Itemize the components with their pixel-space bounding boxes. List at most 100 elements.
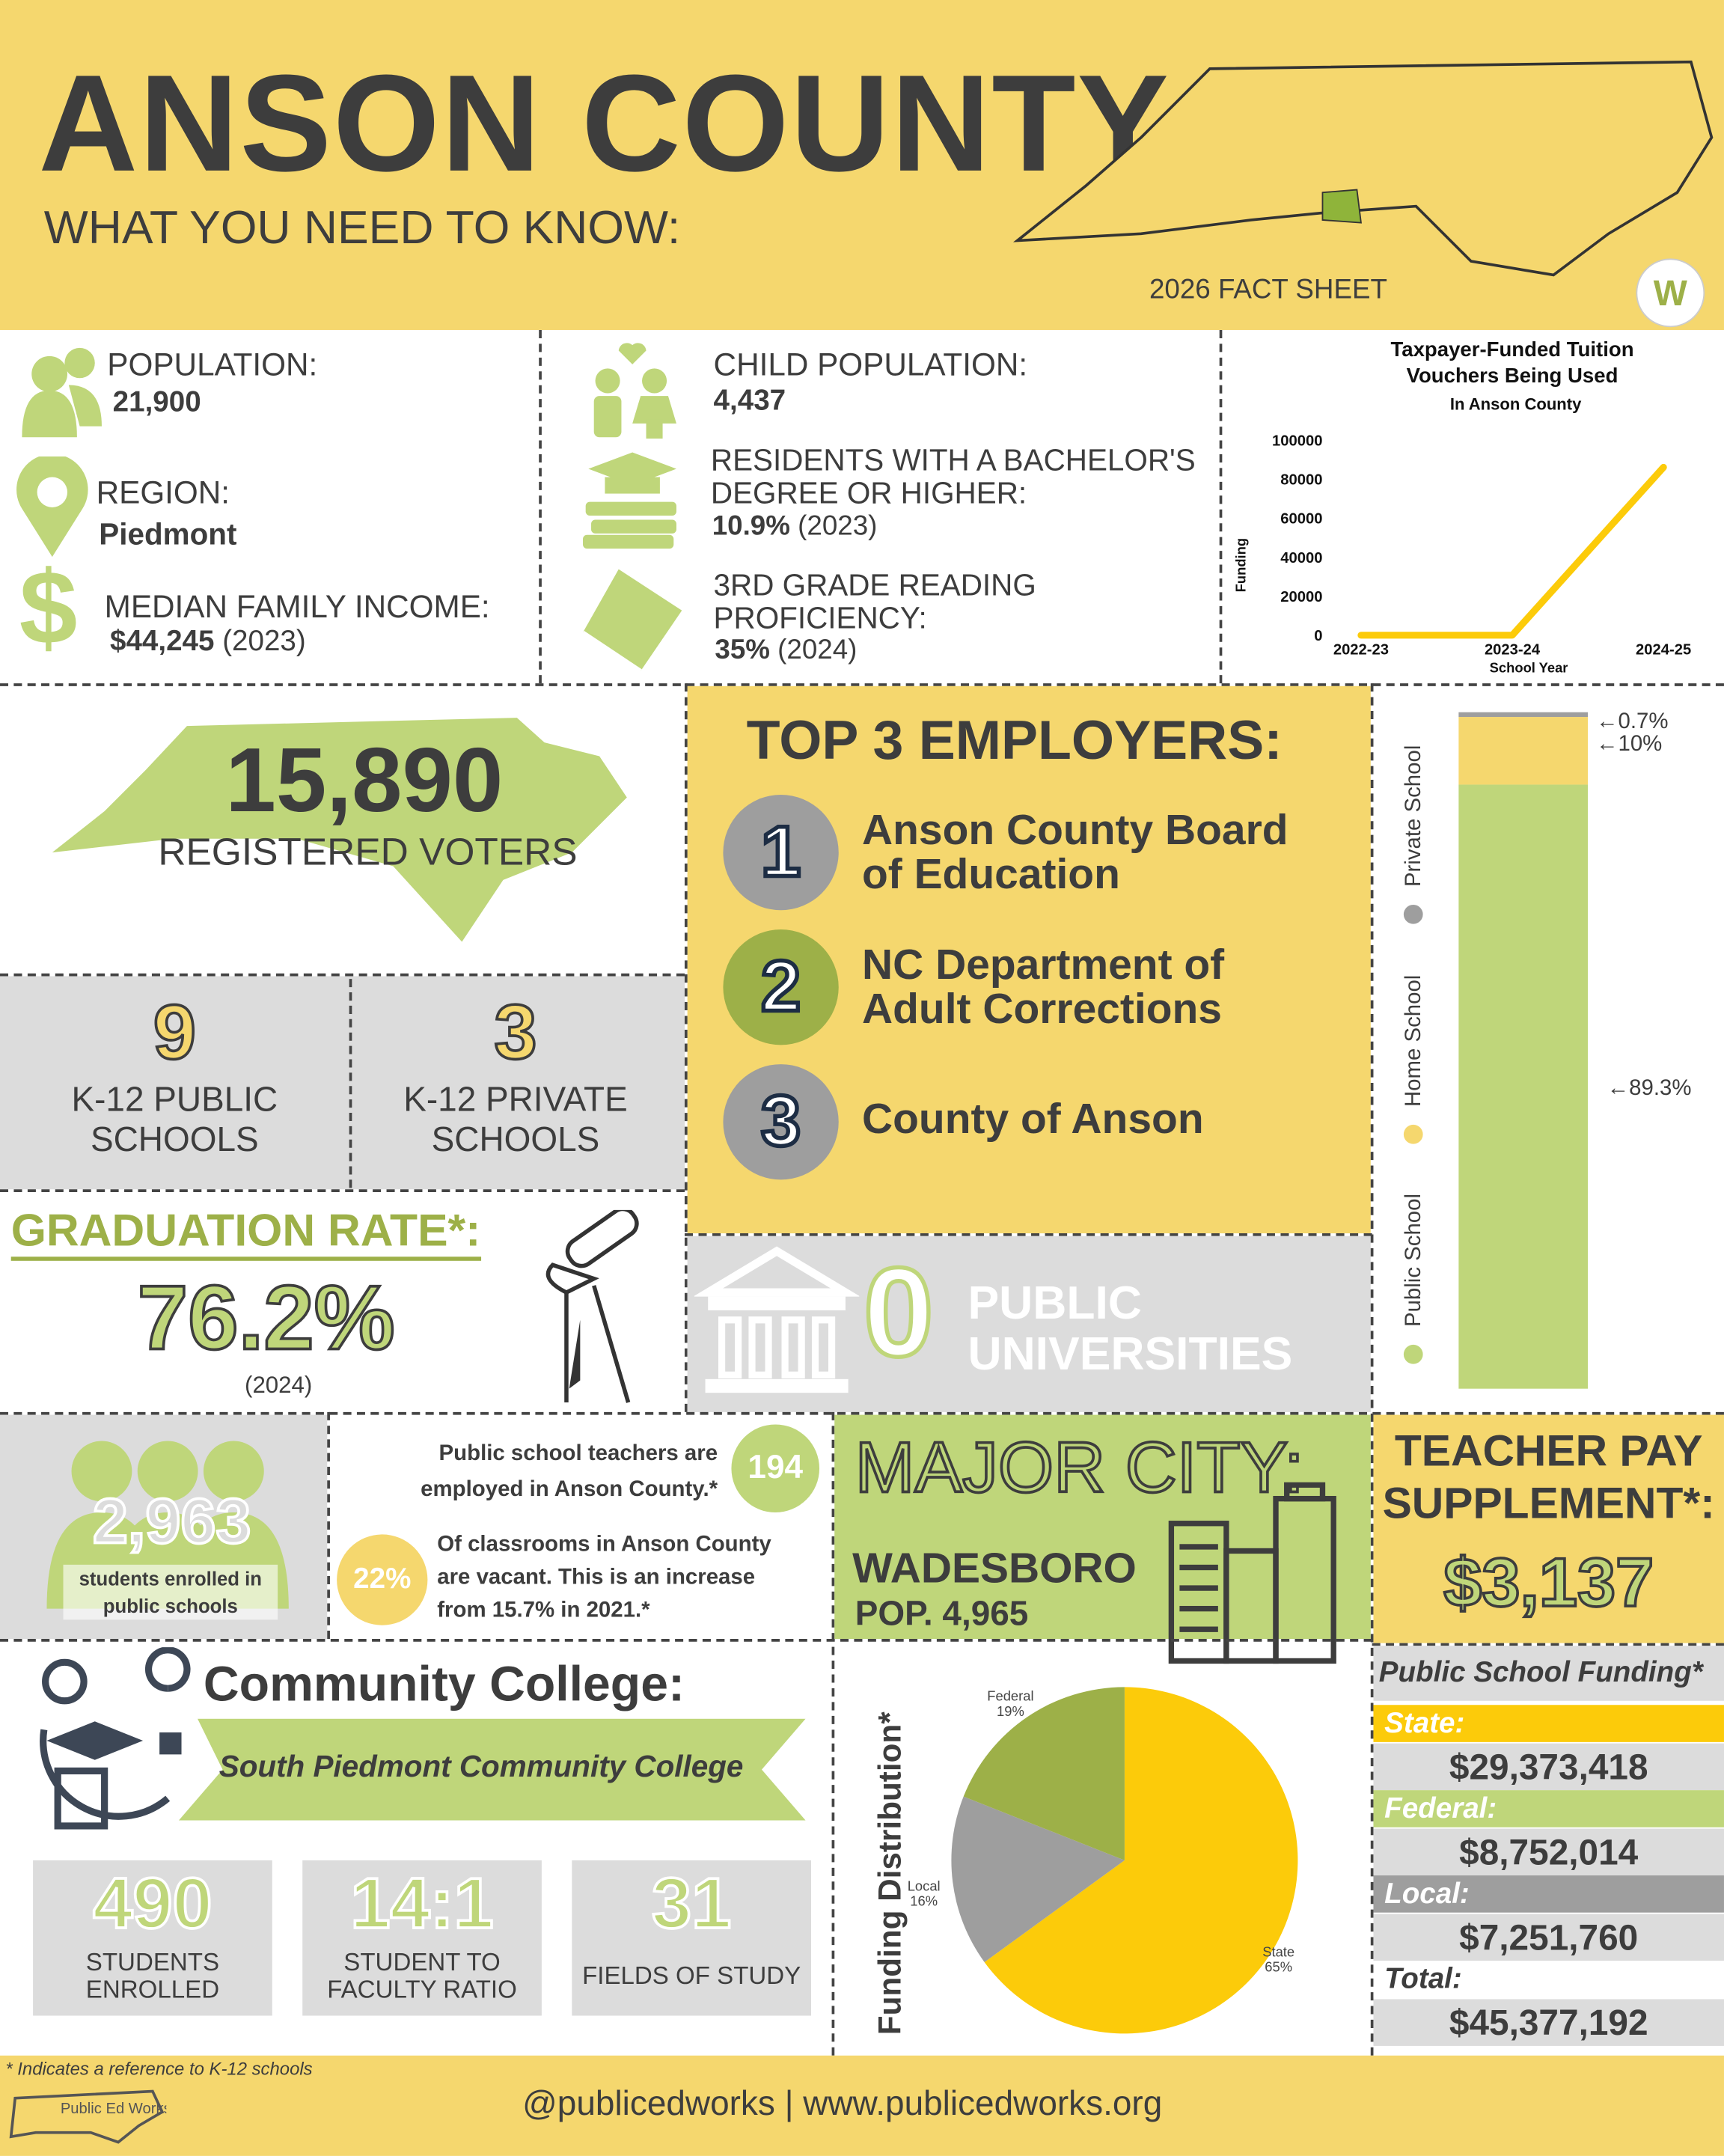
teachers-text-line: Public school teachers are (337, 1437, 718, 1473)
income-value: $44,245 (110, 626, 214, 657)
reading-value: 35% (715, 635, 770, 665)
universities-count: 0 (863, 1245, 934, 1384)
private-schools-stat: 3 K-12 PRIVATE SCHOOLS (343, 990, 687, 1161)
teacher-pay-label-line: TEACHER PAY (1373, 1424, 1724, 1476)
pie-title: Funding Distribution* (872, 1678, 909, 2036)
legend-swatch (1404, 1125, 1423, 1144)
page-title: ANSON COUNTY (38, 55, 1170, 192)
nc-map-icon (1003, 55, 1718, 288)
funding-title: Public School Funding* (1379, 1655, 1703, 1691)
college-title: Community College: (204, 1655, 685, 1713)
population-value: 21,900 (113, 386, 201, 419)
x-tick-label: 2024-25 (1636, 642, 1691, 659)
employer-name-line: of Education (862, 852, 1289, 897)
book-icon (578, 564, 688, 677)
bachelor-value: 10.9% (712, 511, 790, 541)
y-axis-label: Funding (1233, 538, 1249, 592)
y-tick-label: 40000 (1280, 550, 1322, 567)
vacant-text-line: from 15.7% in 2021.* (437, 1595, 771, 1628)
income-label: MEDIAN FAMILY INCOME: (105, 588, 490, 626)
university-building-icon (694, 1245, 859, 1399)
y-tick-label: 100000 (1272, 433, 1322, 449)
legend-swatch (1404, 1345, 1423, 1364)
publicedworks-logo: Public Ed Works (8, 2084, 166, 2146)
income-year: (2023) (222, 626, 306, 657)
svg-text:Public Ed Works: Public Ed Works (61, 2101, 166, 2117)
page-subtitle: WHAT YOU NEED TO KNOW: (44, 204, 680, 255)
graduation-books-icon (578, 447, 685, 550)
employer-name-line: NC Department of (862, 943, 1224, 987)
legend-label: Home School (1401, 975, 1425, 1107)
city-population: POP. 4,965 (855, 1595, 1029, 1633)
logo-icon: W (1636, 258, 1705, 327)
child-population-value: 4,437 (714, 385, 786, 418)
funding-state-amount: $29,373,418 (1373, 1744, 1724, 1790)
region-label: REGION: (97, 474, 230, 512)
city-name: WADESBORO (852, 1545, 1137, 1592)
region-value: Piedmont (99, 517, 236, 553)
college-stat-card: 14:1 STUDENT TO FACULTY RATIO (302, 1860, 542, 2016)
employer-name-line: County of Anson (862, 1097, 1204, 1141)
legend-label: Public School (1401, 1194, 1425, 1327)
stacked-bar-label: ←89.3% (1607, 1075, 1692, 1100)
pie-label: Federal (987, 1688, 1033, 1704)
reading-label-line: PROFICIENCY: (714, 602, 1036, 635)
college-stat-value: 31 (572, 1860, 811, 1949)
footnote: * Indicates a reference to K-12 schools (5, 2058, 312, 2079)
funding-total-label: Total: (1373, 1961, 1724, 1998)
pie-value-label: 19% (997, 1703, 1024, 1719)
stacked-bar-segment (1458, 717, 1588, 784)
college-stat-label: FIELDS OF STUDY (572, 1962, 811, 1990)
college-stat-value: 490 (33, 1860, 272, 1949)
y-tick-label: 60000 (1280, 511, 1322, 528)
students-count: 2,963 (55, 1485, 288, 1557)
college-stat-value: 14:1 (302, 1860, 542, 1949)
private-schools-label: SCHOOLS (343, 1120, 687, 1160)
college-icon (16, 1647, 195, 1833)
child-population-label: CHILD POPULATION: (714, 346, 1028, 384)
stacked-bar-segment (1458, 712, 1588, 717)
legend-label: Private School (1401, 745, 1425, 887)
reading-year: (2024) (777, 635, 857, 665)
x-axis-label: School Year (1490, 659, 1568, 675)
students-label-line: public schools (64, 1592, 278, 1620)
reading-label-line: 3RD GRADE READING (714, 569, 1036, 602)
voucher-chart-subtitle: In Anson County (1375, 394, 1657, 414)
y-tick-label: 0 (1314, 628, 1322, 644)
college-stat-label: STUDENTS (33, 1948, 272, 1976)
college-stat-label: FACULTY RATIO (302, 1976, 542, 2003)
employer-name-line: Adult Corrections (862, 987, 1224, 1031)
pie-label: Local (908, 1878, 941, 1893)
teachers-count-badge: 194 (731, 1424, 819, 1512)
private-schools-count: 3 (343, 990, 687, 1075)
pie-label: State (1262, 1943, 1294, 1959)
employers-title: TOP 3 EMPLOYERS: (747, 709, 1283, 773)
graduation-year: (2024) (245, 1372, 312, 1400)
footer-contact[interactable]: @publicedworks | www.publicedworks.org (522, 2084, 1162, 2124)
header: ANSON COUNTY WHAT YOU NEED TO KNOW: 2026… (0, 0, 1724, 330)
college-stat-card: 31 FIELDS OF STUDY (572, 1860, 811, 2016)
funding-total-amount: $45,377,192 (1373, 1999, 1724, 2045)
voucher-chart-title: Taxpayer-Funded Tuition Vouchers Being U… (1375, 337, 1649, 389)
voucher-line (1361, 467, 1663, 635)
pie-value-label: 16% (910, 1893, 938, 1908)
teacher-pay-label-line: SUPPLEMENT*: (1373, 1476, 1724, 1529)
bachelor-label-line: RESIDENTS WITH A BACHELOR'S (711, 444, 1196, 477)
universities-label-line: UNIVERSITIES (968, 1330, 1292, 1381)
bachelor-year: (2023) (798, 511, 877, 541)
private-schools-label: K-12 PRIVATE (343, 1081, 687, 1120)
teachers-text-line: employed in Anson County.* (337, 1473, 718, 1509)
y-tick-label: 20000 (1280, 589, 1322, 605)
funding-local-label: Local: (1373, 1875, 1724, 1913)
college-name: South Piedmont Community College (199, 1749, 762, 1785)
people-icon (19, 343, 105, 440)
